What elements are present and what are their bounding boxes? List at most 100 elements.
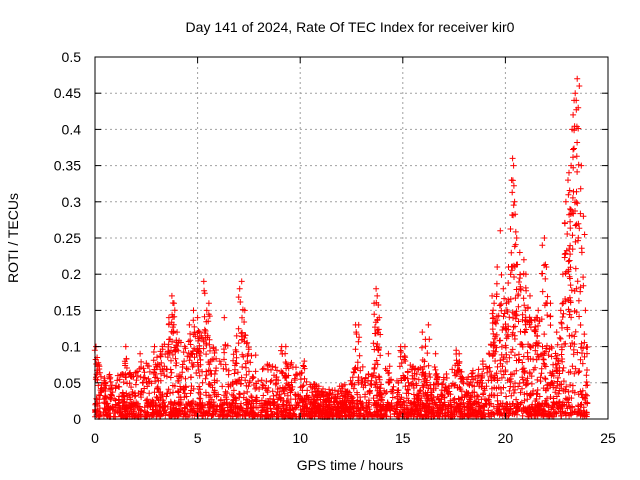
- data-point: [581, 231, 588, 238]
- data-point: [196, 329, 203, 336]
- data-point: [278, 394, 284, 401]
- data-point: [221, 349, 228, 356]
- data-point: [356, 352, 363, 359]
- data-point: [241, 332, 248, 338]
- x-tick-label: 15: [395, 430, 411, 446]
- data-point: [451, 407, 458, 413]
- y-tick-label: 0.2: [62, 266, 82, 282]
- data-point: [395, 379, 402, 386]
- data-point: [401, 343, 408, 350]
- data-point: [298, 370, 305, 377]
- data-point: [350, 397, 357, 404]
- data-point: [519, 385, 525, 392]
- data-point: [521, 370, 528, 376]
- data-point: [540, 356, 547, 363]
- data-point: [352, 346, 359, 353]
- data-point: [175, 347, 182, 354]
- data-point: [425, 321, 432, 328]
- data-point: [186, 357, 193, 364]
- data-point: [478, 383, 485, 390]
- data-point: [492, 342, 499, 349]
- data-point: [570, 111, 577, 118]
- data-point: [530, 366, 537, 373]
- data-point: [241, 307, 248, 314]
- data-point: [252, 352, 259, 359]
- data-point: [485, 350, 492, 357]
- data-point: [326, 386, 333, 393]
- data-point: [503, 400, 510, 407]
- data-point: [503, 300, 510, 307]
- data-point: [109, 403, 116, 410]
- data-point: [442, 412, 449, 419]
- data-point: [93, 395, 100, 402]
- data-point: [568, 287, 575, 294]
- data-point: [156, 408, 163, 415]
- data-point: [170, 389, 176, 396]
- data-point: [524, 349, 531, 356]
- data-point: [206, 361, 213, 368]
- data-point: [534, 333, 541, 340]
- data-point: [544, 395, 550, 402]
- data-point: [313, 385, 320, 392]
- data-point: [539, 352, 546, 359]
- data-point: [567, 242, 574, 249]
- data-point: [500, 285, 507, 292]
- data-point: [206, 336, 213, 343]
- data-point: [489, 292, 496, 299]
- data-point: [116, 376, 123, 383]
- data-point: [106, 385, 113, 392]
- data-point: [412, 408, 419, 415]
- data-point: [579, 360, 586, 367]
- data-point: [555, 390, 562, 397]
- data-point: [574, 139, 581, 146]
- data-point: [372, 361, 379, 368]
- data-point: [475, 403, 481, 410]
- data-point: [569, 363, 576, 370]
- data-point: [157, 410, 163, 417]
- data-point: [168, 292, 175, 299]
- data-point: [245, 344, 252, 351]
- data-point: [580, 345, 587, 352]
- data-point: [534, 376, 541, 383]
- data-point: [544, 385, 551, 392]
- data-point: [281, 390, 288, 397]
- data-point: [283, 365, 290, 372]
- data-point: [440, 402, 447, 409]
- data-point: [370, 340, 377, 347]
- data-point: [584, 344, 591, 350]
- data-point: [582, 307, 589, 314]
- data-point: [190, 307, 197, 314]
- data-point: [187, 390, 194, 397]
- data-point: [134, 372, 141, 379]
- data-point: [421, 363, 428, 370]
- data-point: [375, 302, 382, 308]
- data-point: [224, 399, 231, 406]
- data-point: [577, 284, 584, 291]
- y-tick-label: 0.1: [62, 339, 82, 355]
- data-point: [558, 346, 565, 353]
- data-point: [569, 246, 576, 253]
- data-point: [397, 347, 404, 354]
- data-point: [409, 372, 416, 379]
- data-point: [164, 354, 171, 361]
- data-point: [498, 351, 505, 358]
- data-point: [401, 404, 408, 411]
- data-point: [277, 385, 283, 391]
- data-point: [428, 408, 435, 415]
- data-point: [562, 412, 569, 419]
- data-point: [173, 360, 180, 366]
- data-point: [274, 405, 281, 412]
- data-point: [235, 325, 242, 332]
- data-point: [584, 350, 590, 357]
- data-point: [563, 383, 570, 390]
- data-point: [244, 399, 251, 406]
- data-point: [239, 364, 246, 370]
- data-point: [112, 384, 119, 391]
- data-point: [169, 338, 176, 345]
- data-point: [116, 399, 123, 406]
- data-point: [498, 343, 505, 350]
- data-point: [534, 387, 541, 393]
- data-point: [127, 406, 134, 412]
- data-point: [562, 250, 569, 257]
